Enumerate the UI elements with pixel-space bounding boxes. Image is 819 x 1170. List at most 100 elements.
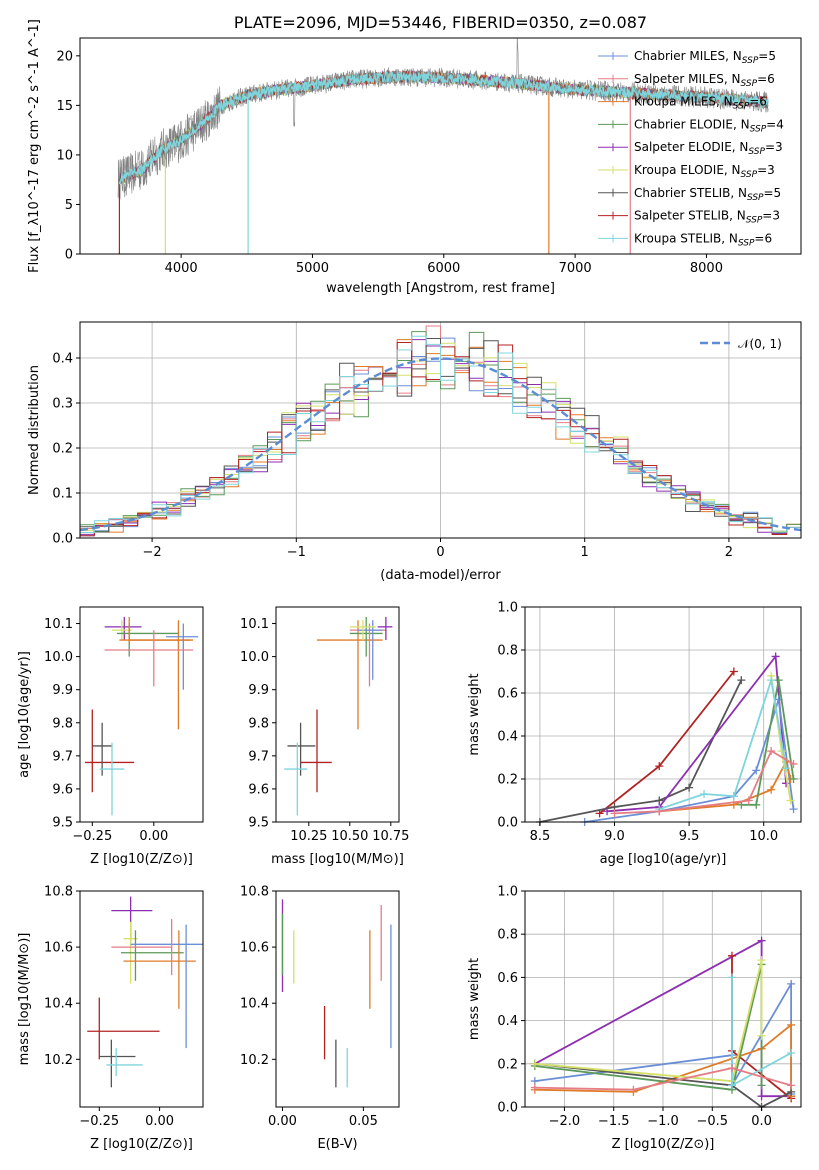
weight-marker [744,796,753,805]
y-tick-label: 0.0 [497,1101,518,1116]
x-tick-label: 4000 [165,261,198,276]
legend-entry-sub: SSP [748,147,765,157]
legend-entry-count: =6 [754,231,772,245]
legend-entry: Kroupa STELIB, NSSP=6 [634,231,772,248]
legend-entry-name: Salpeter ELODIE, N [634,140,748,154]
legend-entry-sub: SSP [747,193,764,203]
x-tick-label: 0 [436,545,444,560]
x-axis-label: Z [log10(Z/Z⊙)] [90,1137,193,1152]
legend-entry: Kroupa ELODIE, NSSP=3 [634,163,775,180]
y-tick-label: 20 [56,49,73,64]
axes-frame [275,606,400,823]
y-tick-label: 15 [56,99,73,114]
legend-entry: Chabrier MILES, NSSP=5 [634,49,776,66]
weight-marker [729,667,738,676]
legend-entry-count: =3 [762,209,780,223]
x-tick-label: 0.00 [139,829,168,844]
weight-marker [786,796,795,805]
x-tick-label: −0.5 [696,1114,728,1129]
legend-entry-name: Chabrier MILES, N [634,49,742,63]
x-tick-label: 7000 [559,261,592,276]
x-tick-label: −1.0 [647,1114,679,1129]
age-mass-weight-panel: 8.5 9.0 9.5 10.0 0.0 0.2 0.4 0.6 0.8 1.0 age [log1… [467,601,802,867]
weight-marker [757,1081,766,1090]
x-tick-label: 0.00 [268,1114,297,1129]
weight-line-5 [741,679,795,806]
histogram-step-3 [80,331,801,533]
weight-marker [737,676,746,685]
y-tick-label: 10.4 [240,997,269,1012]
y-tick-label: 10.8 [240,885,269,900]
spectrum-plot-area [117,38,769,254]
axes-frame [79,890,204,1108]
y-axis-label: Flux [f_λ10^-17 erg cm^-2 s^-1 A^-1] [27,19,42,273]
y-tick-label: 0.2 [497,1057,518,1072]
weight-marker [757,1031,766,1040]
legend-entry-sub: SSP [733,102,750,112]
y-tick-label: 0.2 [497,773,518,788]
x-axis-label: Z [log10(Z/Z⊙)] [90,852,193,867]
y-tick-label: 0.8 [497,928,518,943]
x-tick-label: 10.50 [331,829,368,844]
weight-marker [655,807,664,816]
weight-marker [757,1092,766,1101]
y-tick-label: 0.2 [52,442,73,457]
weight-marker [789,805,798,814]
weight-marker [728,973,736,982]
y-axis-label: mass [log10(M/M⊙)] [17,933,32,1066]
y-tick-label: 1.0 [497,601,518,616]
weight-marker [729,792,738,801]
weight-marker [610,809,619,818]
y-axis-label: age [log10(age/yr)] [17,651,32,778]
weight-line-3 [584,699,795,823]
weight-marker [752,800,761,809]
metallicity-mass-panel: −0.25 0.00 10.2 10.4 10.6 10.8 Z [log10(Z/Z⊙)]… [17,885,204,1152]
x-tick-label: −2 [143,545,162,560]
weight-marker [530,1059,539,1068]
x-tick-label: 1 [581,545,589,560]
y-tick-label: 10.6 [44,941,73,956]
weight-marker [700,790,709,799]
x-tick-label: −1.5 [598,1114,630,1129]
x-tick-label: 0.0 [751,1114,772,1129]
x-axis-label: Z [log10(Z/Z⊙)] [612,1137,715,1152]
y-tick-label: 10.4 [44,997,73,1012]
weight-marker [767,676,776,685]
weight-marker [787,1049,796,1057]
weight-marker [629,1085,638,1094]
legend-entry-name: Salpeter STELIB, N [634,209,746,223]
weight-marker [771,652,780,661]
legend-entry-sub: SSP [738,238,755,248]
legend-entry-count: =4 [766,117,784,131]
weight-marker [789,759,798,768]
y-tick-label: 10.6 [240,941,269,956]
x-tick-label: 8000 [690,261,723,276]
legend-entry: Salpeter ELODIE, NSSP=3 [634,140,783,157]
legend-entry-name: Kroupa MILES, N [634,95,733,109]
y-tick-label: 1.0 [497,885,518,900]
y-tick-label: 9.7 [52,749,73,764]
y-tick-label: 0.4 [52,352,73,367]
legend-entry-count: =3 [757,163,775,177]
x-tick-label: 0.00 [145,1114,174,1129]
weight-marker [787,979,796,988]
weight-marker [728,1081,736,1090]
y-tick-label: 0 [65,248,73,263]
y-tick-label: 10.0 [44,650,73,665]
legend-entry-name: Chabrier STELIB, N [634,186,747,200]
extinction-mass-panel: 0.00 0.05 10.2 10.4 10.6 10.8 E(B-V) [240,885,400,1152]
legend-entry: Chabrier ELODIE, NSSP=4 [634,117,784,134]
weight-marker [685,783,694,792]
x-axis-label: age [log10(age/yr)] [600,852,727,867]
x-tick-label: 9.5 [679,829,700,844]
weight-marker [757,936,766,945]
y-tick-label: 0.0 [52,532,73,547]
weight-marker [777,747,786,756]
weight-line-6 [534,959,763,1083]
x-tick-label: 10.25 [290,829,327,844]
legend-entry-count: =6 [749,95,767,109]
x-tick-label: 10.75 [372,829,409,844]
y-tick-label: 0.0 [497,816,518,831]
y-tick-label: 10 [56,148,73,163]
